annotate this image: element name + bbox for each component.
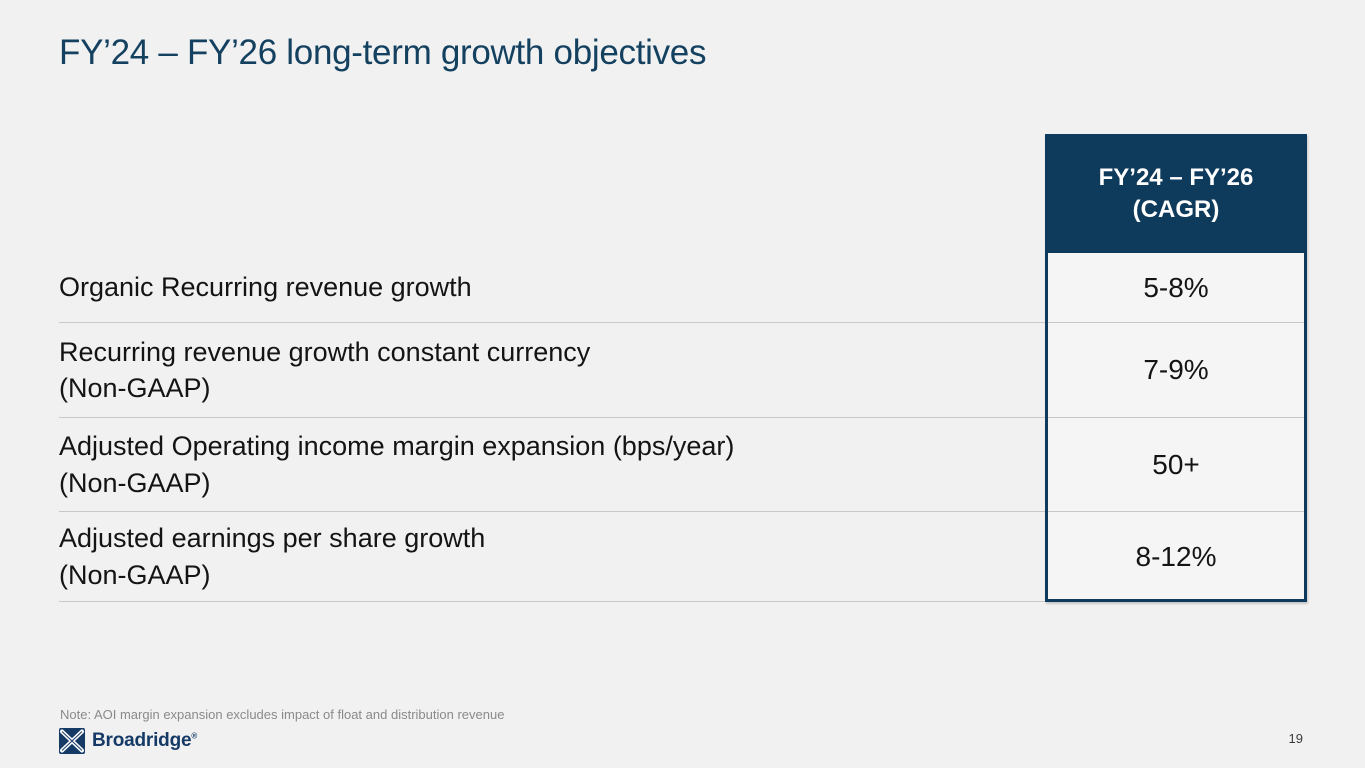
row-value: 8-12% [1045, 512, 1307, 601]
broadridge-logo: Broadridge® [59, 728, 197, 754]
broadridge-bowtie-icon [59, 728, 85, 754]
row-label: Recurring revenue growth constant curren… [59, 336, 591, 403]
logo-wordmark: Broadridge [92, 730, 192, 751]
footnote: Note: AOI margin expansion excludes impa… [60, 707, 505, 722]
row-value: 5-8% [1045, 253, 1307, 322]
row-value: 50+ [1045, 418, 1307, 511]
row-label: Adjusted Operating income margin expansi… [59, 431, 735, 498]
table-row: Adjusted earnings per share growth (Non-… [59, 512, 1307, 602]
table-column-header: FY’24 – FY’26 (CAGR) [1045, 134, 1307, 253]
table-row: Recurring revenue growth constant curren… [59, 323, 1307, 418]
row-label: Organic Recurring revenue growth [59, 272, 472, 303]
table-row: Adjusted Operating income margin expansi… [59, 418, 1307, 512]
slide-title: FY’24 – FY’26 long-term growth objective… [59, 33, 707, 72]
logo-trademark: ® [191, 731, 198, 741]
logo-text: Broadridge® [92, 730, 197, 752]
page-number: 19 [1288, 731, 1303, 746]
growth-objectives-table: Organic Recurring revenue growth 5-8% Re… [59, 134, 1307, 602]
row-label: Adjusted earnings per share growth (Non-… [59, 523, 486, 590]
table-row: Organic Recurring revenue growth 5-8% [59, 253, 1307, 323]
table-rows: Organic Recurring revenue growth 5-8% Re… [59, 253, 1307, 602]
row-value: 7-9% [1045, 323, 1307, 417]
